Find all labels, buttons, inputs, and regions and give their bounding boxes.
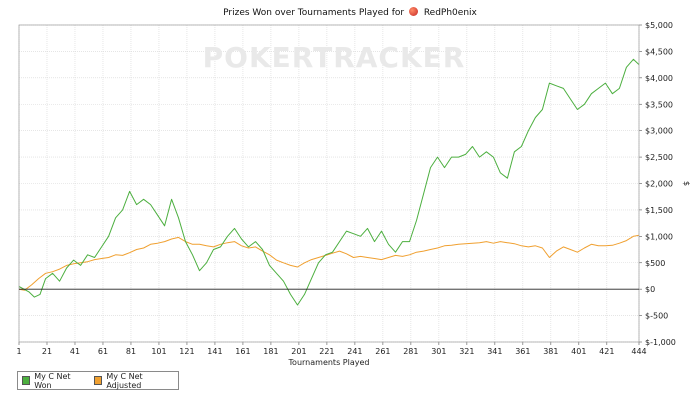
legend-item-net-adjusted: My C Net Adjusted (94, 372, 172, 390)
x-axis-title: Tournaments Played (288, 358, 370, 367)
x-tick-label: 121 (179, 347, 194, 356)
legend: My C Net Won My C Net Adjusted (17, 371, 179, 390)
x-tick-label: 401 (571, 347, 586, 356)
x-tick-label: 381 (543, 347, 558, 356)
axes: $-1,000 $-500 $0 $500 $1,000 $1,500 $2,000 $2,5… (16, 21, 691, 367)
watermark: POKERTRACKER (203, 41, 466, 74)
legend-item-net-won: My C Net Won (22, 372, 84, 390)
x-tick-label: 421 (599, 347, 614, 356)
plot-frame (18, 24, 640, 343)
y-tick-label: $-500 (645, 312, 668, 321)
player-name: RedPh0enix (423, 8, 477, 18)
x-tick-label: 21 (42, 347, 52, 356)
x-tick-label: 321 (459, 347, 474, 356)
x-tick-label: 181 (263, 347, 278, 356)
x-tick-label: 141 (207, 347, 222, 356)
x-tick-label: 221 (319, 347, 334, 356)
x-tick-label: 444 (631, 347, 646, 356)
y-tick-label: $4,000 (645, 74, 673, 83)
x-tick-label: 201 (291, 347, 306, 356)
y-tick-label: $1,500 (645, 206, 673, 215)
y-tick-label: $0 (645, 285, 655, 294)
legend-swatch-icon (94, 376, 103, 385)
series-layer (18, 58, 640, 306)
legend-label: My C Net Adjusted (106, 371, 143, 390)
x-tick-label: 261 (375, 347, 390, 356)
x-tick-label: 61 (98, 347, 108, 356)
x-tick-label: 341 (487, 347, 502, 356)
x-tick-label: 81 (126, 347, 136, 356)
y-tick-label: $4,500 (645, 47, 673, 56)
y-tick-label: $2,000 (645, 180, 673, 189)
y-tick-label: $1,000 (645, 232, 673, 241)
y-tick-label: $2,500 (645, 153, 673, 162)
x-tick-label: 41 (70, 347, 80, 356)
watermark-logo: POKERTRACKER (203, 41, 466, 74)
x-tick-label: 161 (235, 347, 250, 356)
x-tick-label: 301 (431, 347, 446, 356)
legend-label: My C Net Won (34, 371, 71, 390)
x-tick-label: 1 (16, 347, 21, 356)
series-line-net-adjusted (18, 234, 640, 291)
y-axis-title: $ (682, 181, 691, 186)
x-tick-label: 361 (515, 347, 530, 356)
x-tick-label: 241 (347, 347, 362, 356)
legend-swatch-icon (22, 376, 31, 385)
y-tick-label: $3,500 (645, 100, 673, 109)
chart-title-text: Prizes Won over Tournaments Played for (223, 8, 405, 18)
y-tick-label: $5,000 (645, 21, 673, 30)
player-avatar-icon (408, 7, 418, 16)
y-tick-label: $3,000 (645, 127, 673, 136)
x-tick-label: 281 (403, 347, 418, 356)
x-tick-label: 101 (151, 347, 166, 356)
chart-title: Prizes Won over Tournaments Played for R… (0, 7, 700, 18)
y-tick-label: $-1,000 (645, 338, 676, 347)
y-tick-label: $500 (645, 259, 665, 268)
series-line-net-won (18, 58, 640, 306)
